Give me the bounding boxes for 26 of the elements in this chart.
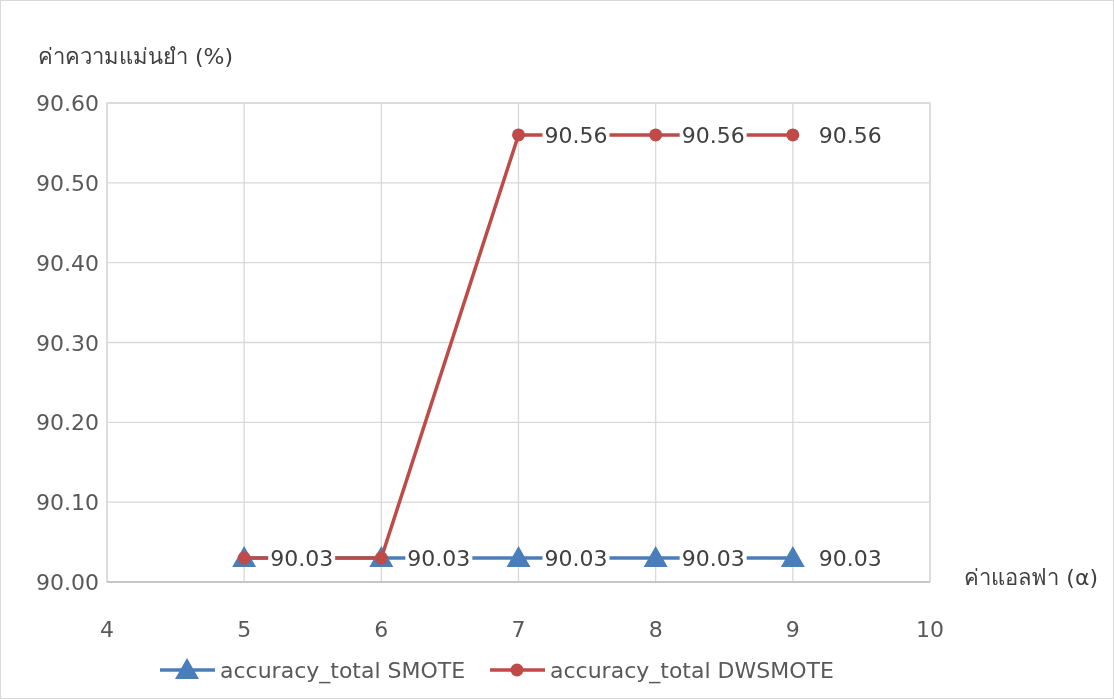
x-tick-label: 8 xyxy=(648,617,663,642)
y-tick-label: 90.50 xyxy=(36,170,99,196)
data-label: 90.03 xyxy=(544,546,608,572)
y-axis-title: ค่าความแม่นยำ (%) xyxy=(38,44,234,69)
y-tick-label: 90.40 xyxy=(36,250,99,276)
data-label: 90.03 xyxy=(270,546,334,572)
x-tick-label: 10 xyxy=(916,617,944,642)
data-label: 90.03 xyxy=(407,546,471,572)
data-label: 90.56 xyxy=(544,122,608,148)
x-tick-label: 4 xyxy=(100,617,114,642)
x-tick-label: 9 xyxy=(785,617,800,642)
x-tick-label: 6 xyxy=(374,617,389,642)
y-tick-label: 90.60 xyxy=(36,91,99,116)
legend-label: accuracy_total DWSMOTE xyxy=(550,658,834,684)
data-label: 90.03 xyxy=(681,546,745,572)
x-tick-label: 5 xyxy=(237,617,252,642)
y-tick-label: 90.00 xyxy=(36,570,99,595)
legend-label: accuracy_total SMOTE xyxy=(220,658,466,684)
x-tick-label: 7 xyxy=(511,617,526,642)
y-tick-label: 90.20 xyxy=(36,410,99,436)
x-axis-title: ค่าแอลฟา (α) xyxy=(964,565,1098,590)
y-tick-label: 90.10 xyxy=(36,490,99,516)
y-tick-label: 90.30 xyxy=(36,330,99,356)
data-label: 90.56 xyxy=(681,122,745,148)
data-label: 90.03 xyxy=(818,546,882,572)
data-label: 90.56 xyxy=(818,122,882,148)
